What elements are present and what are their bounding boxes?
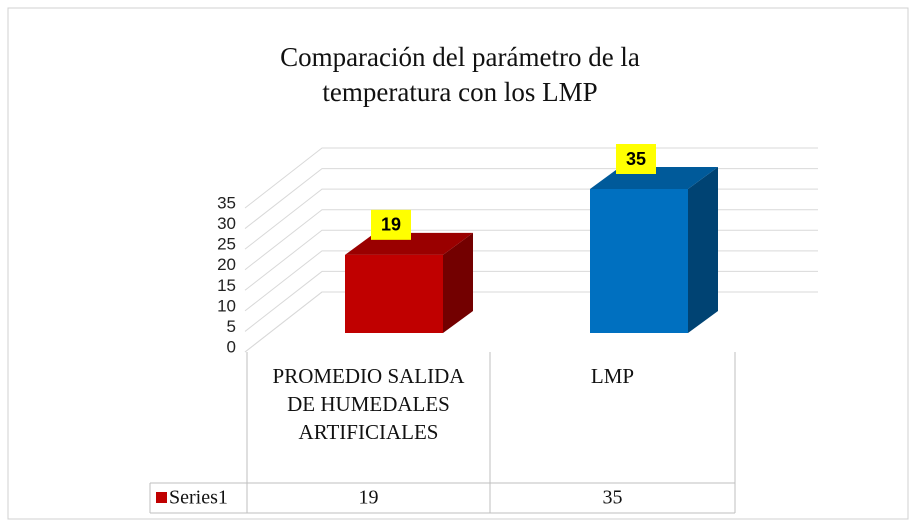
y-tick-label: 0 [227,337,236,356]
grid-line [244,270,818,332]
y-tick-label: 25 [217,235,236,254]
data-label: 19 [381,215,401,235]
legend-label: Series1 [169,487,228,509]
y-tick-label: 15 [217,276,236,295]
data-label: 35 [626,149,646,169]
data-label-box [616,144,656,174]
bar [345,254,443,333]
grid-line [244,229,818,291]
bar-side [688,167,718,333]
y-tick-label: 10 [217,296,236,315]
y-tick-label: 20 [217,255,236,274]
y-tick-label: 30 [217,214,236,233]
grid-line [244,291,818,353]
axis-wall [244,291,818,353]
bar [590,189,688,333]
grid-line [244,188,818,250]
x-tick-label: LMP [590,364,635,388]
grid-line [244,250,818,312]
y-tick-label: 5 [227,317,236,336]
bar-side [443,232,473,333]
x-tick-label: PROMEDIO SALIDA DE HUMEDALES ARTIFICIALE… [272,364,465,444]
table-value: 35 [603,487,623,509]
y-tick-label: 35 [217,193,236,212]
grid-line [244,168,818,229]
grid-line [244,209,818,271]
chart-title: Comparación del parámetro de la temperat… [280,42,640,107]
grid-line [244,147,818,209]
data-label-box [371,209,411,240]
chart-frame [7,7,909,520]
legend-key [156,492,167,503]
table-value: 19 [359,487,379,509]
